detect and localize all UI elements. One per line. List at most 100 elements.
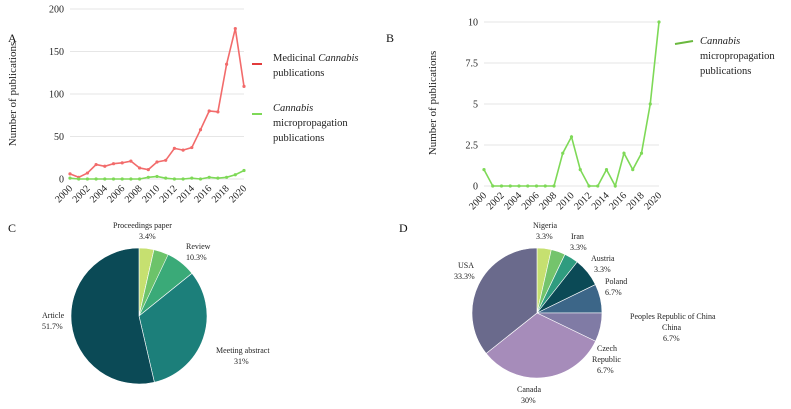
panel-label-c: C xyxy=(8,221,16,235)
legend-b-line1: Cannabis xyxy=(700,36,740,47)
data-point xyxy=(648,102,652,106)
panel-label-d: D xyxy=(399,221,408,235)
data-point xyxy=(207,109,211,113)
data-point xyxy=(225,62,229,66)
legend-micro-line3: publications xyxy=(273,133,324,144)
x-tick-label: 2010 xyxy=(555,190,577,212)
x-tick-label: 2002 xyxy=(71,183,93,205)
data-point xyxy=(639,151,644,155)
data-point xyxy=(94,177,98,181)
legend-b-line2: micropropagation xyxy=(700,51,775,62)
panel-label-a: A xyxy=(8,31,17,45)
chart-a: Number of publications 0 50 100 150 200 2000… xyxy=(7,5,358,206)
chart-b-y-axis-label: Number of publications xyxy=(427,51,439,155)
chart-a-legend: Medicinal Cannabis publications Cannabis… xyxy=(252,53,358,144)
series-line-0 xyxy=(69,28,245,179)
data-point xyxy=(622,151,626,155)
legend-swatch-b-micropropagation xyxy=(674,40,694,45)
legend-b-line3: publications xyxy=(700,66,751,77)
pct-austria: 3.3% xyxy=(594,265,611,274)
data-point xyxy=(543,184,547,188)
label-czech-republic-1: Czech xyxy=(597,344,617,353)
label-meeting-abstract: Meeting abstract xyxy=(216,346,270,355)
data-point xyxy=(578,168,582,172)
data-point xyxy=(120,161,124,165)
chart-c-labels: Proceedings paper 3.4% Review 10.3% Meet… xyxy=(42,221,270,366)
chart-b-x-ticks: 2000200220042006200820102012201420162018… xyxy=(467,190,664,212)
y-tick-label: 5 xyxy=(473,100,478,111)
pct-article: 51.7% xyxy=(42,322,63,331)
pct-usa: 33.3% xyxy=(454,272,475,281)
x-tick-label: 2012 xyxy=(158,183,180,205)
data-point xyxy=(569,135,574,139)
label-review: Review xyxy=(186,242,211,251)
chart-b-grid xyxy=(484,21,659,187)
chart-b-series xyxy=(482,20,661,189)
label-poland: Poland xyxy=(605,277,627,286)
chart-a-x-ticks: 2000200220042006200820102012201420162018… xyxy=(53,183,249,205)
legend-medicinal-line2: publications xyxy=(273,68,324,79)
x-tick-label: 2008 xyxy=(123,183,145,205)
data-point xyxy=(111,177,116,181)
pie-slice-usa xyxy=(471,247,538,354)
x-tick-label: 2008 xyxy=(537,190,559,212)
label-usa: USA xyxy=(458,261,474,270)
data-point xyxy=(233,26,237,31)
data-point xyxy=(631,168,635,172)
data-point xyxy=(657,20,661,24)
y-tick-label: 50 xyxy=(54,132,64,143)
pct-iran: 3.3% xyxy=(570,243,587,252)
data-point xyxy=(225,175,229,179)
y-tick-label: 2.5 xyxy=(466,141,479,152)
legend-medicinal-line1: Medicinal Cannabis xyxy=(273,53,358,64)
data-point xyxy=(491,184,495,188)
data-point xyxy=(103,164,107,168)
label-nigeria: Nigeria xyxy=(533,221,557,230)
chart-a-y-axis-label: Number of publications xyxy=(7,42,19,146)
data-point xyxy=(172,146,176,150)
x-tick-label: 2006 xyxy=(520,190,542,212)
data-point xyxy=(198,128,203,132)
data-point xyxy=(233,173,237,177)
data-point xyxy=(120,177,124,181)
y-tick-label: 200 xyxy=(49,5,64,16)
data-point xyxy=(190,176,194,180)
label-proceedings-paper: Proceedings paper xyxy=(113,221,172,230)
pie-slice-meeting-abstract xyxy=(138,272,208,383)
x-tick-label: 2000 xyxy=(53,183,75,205)
data-point xyxy=(146,175,150,179)
data-point xyxy=(85,171,89,175)
x-tick-label: 2014 xyxy=(590,190,612,212)
data-point xyxy=(172,177,176,181)
data-point xyxy=(561,151,565,155)
data-point xyxy=(242,84,246,88)
data-point xyxy=(146,168,150,172)
data-point xyxy=(138,177,142,181)
label-peoples-republic-of-china: Peoples Republic of China xyxy=(630,312,716,321)
chart-b: Number of publications 02.557.510 200020… xyxy=(427,18,775,213)
data-point xyxy=(181,177,185,181)
x-tick-label: 2006 xyxy=(105,183,127,205)
chart-d-labels: Nigeria 3.3% Iran 3.3% Austria 3.3% Pola… xyxy=(454,221,716,405)
data-point xyxy=(111,162,116,166)
label-canada: Canada xyxy=(517,385,541,394)
data-point xyxy=(94,162,98,167)
chart-d-pie xyxy=(471,247,603,379)
data-point xyxy=(155,160,159,164)
legend-micro-line2: micropropagation xyxy=(273,118,348,129)
pie-subslice xyxy=(138,249,169,317)
x-tick-label: 2004 xyxy=(502,190,524,212)
data-point xyxy=(190,145,194,150)
x-tick-label: 2018 xyxy=(625,190,647,212)
x-tick-label: 2012 xyxy=(572,190,594,212)
chart-a-series xyxy=(68,26,246,181)
x-tick-label: 2020 xyxy=(642,190,664,212)
label-czech-republic-2: Republic xyxy=(592,355,621,364)
data-point xyxy=(68,172,72,176)
data-point xyxy=(164,158,168,162)
data-point xyxy=(242,168,246,173)
pct-proceedings-paper: 3.4% xyxy=(139,232,156,241)
data-point xyxy=(216,176,220,180)
x-tick-label: 2020 xyxy=(227,183,249,205)
pct-czech-republic: 6.7% xyxy=(597,366,614,375)
